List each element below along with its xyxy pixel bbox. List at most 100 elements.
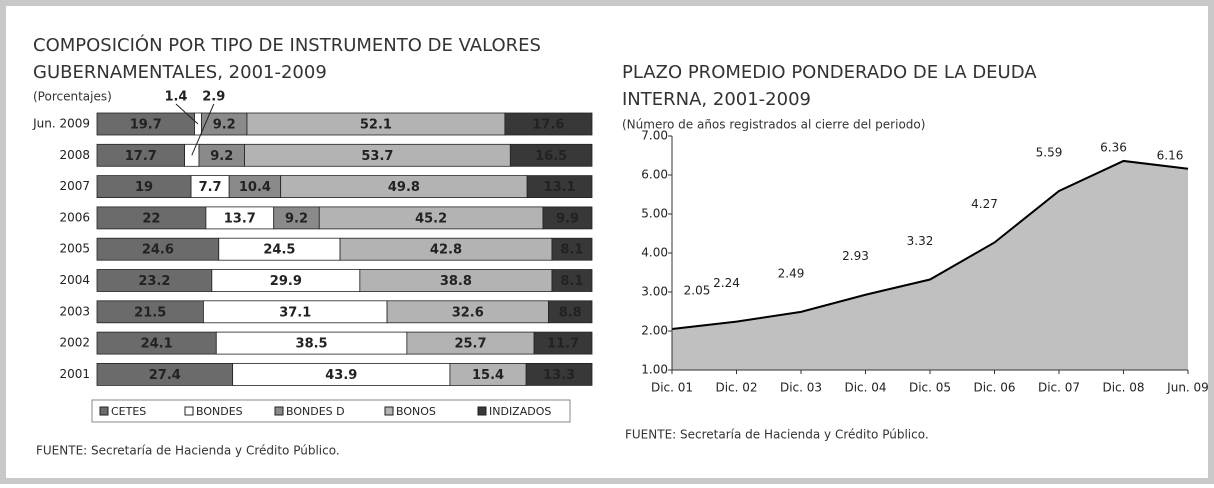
data-label: 37.1 xyxy=(279,305,311,320)
data-label: 38.8 xyxy=(440,274,472,289)
y-tick-label: 1.00 xyxy=(641,363,668,377)
bar-segment xyxy=(525,362,593,386)
data-label: 10.4 xyxy=(239,180,271,195)
legend-label: BONDES D xyxy=(286,405,345,418)
data-label: 16.5 xyxy=(535,149,567,164)
legend-swatch xyxy=(477,406,487,416)
legend-label: CETES xyxy=(111,405,146,418)
y-tick-label: 4.00 xyxy=(641,246,668,260)
data-label: 22 xyxy=(142,211,160,226)
legend-label: BONDES xyxy=(196,405,243,418)
data-label: 2.9 xyxy=(202,90,225,105)
y-tick-label: Jun. 2009 xyxy=(32,117,90,131)
data-label: 24.1 xyxy=(141,337,173,352)
bar-segment xyxy=(548,300,593,324)
data-label: 23.2 xyxy=(138,274,170,289)
legend-label: BONOS xyxy=(396,405,436,418)
data-label: 13.3 xyxy=(543,368,575,383)
data-label: 13.1 xyxy=(544,180,576,195)
y-tick-label: 2002 xyxy=(59,336,90,350)
bar-segment xyxy=(533,331,593,355)
leader-line xyxy=(175,103,199,125)
data-label: 13.7 xyxy=(224,211,256,226)
data-label: 7.7 xyxy=(199,180,222,195)
data-label: 42.8 xyxy=(430,243,462,258)
data-label: 2.49 xyxy=(778,266,805,280)
data-label: 27.4 xyxy=(149,368,181,383)
x-tick-label: Jun. 09 xyxy=(1166,381,1209,395)
data-label: 49.8 xyxy=(388,180,420,195)
x-tick-label: Dic. 06 xyxy=(973,381,1015,395)
data-label: 21.5 xyxy=(134,305,166,320)
x-tick-label: Dic. 04 xyxy=(844,381,886,395)
left-title: GUBERNAMENTALES, 2001-2009 xyxy=(33,62,327,83)
data-label: 8.1 xyxy=(560,243,583,258)
leader-line xyxy=(191,103,215,156)
bar-segment xyxy=(542,206,593,230)
y-tick-label: 2008 xyxy=(59,148,90,162)
data-label: 15.4 xyxy=(472,368,504,383)
x-tick-label: Dic. 02 xyxy=(715,381,757,395)
data-label: 19 xyxy=(135,180,153,195)
data-label: 24.6 xyxy=(142,243,174,258)
data-label: 24.5 xyxy=(263,243,295,258)
data-label: 53.7 xyxy=(361,149,393,164)
bar-segment xyxy=(551,269,593,292)
x-tick-label: Dic. 05 xyxy=(909,381,951,395)
y-tick-label: 2003 xyxy=(59,304,90,318)
area-fill xyxy=(672,160,1188,370)
line xyxy=(671,159,1189,331)
y-tick-label: 2.00 xyxy=(641,324,668,338)
data-label: 29.9 xyxy=(270,274,302,289)
data-label: 4.27 xyxy=(971,197,998,211)
x-tick-label: Dic. 03 xyxy=(780,381,822,395)
left-source: FUENTE: Secretaría de Hacienda y Crédito… xyxy=(36,444,340,458)
bar-segment xyxy=(509,143,593,167)
data-label: 38.5 xyxy=(296,337,328,352)
data-label: 6.16 xyxy=(1157,148,1184,162)
bar-segment xyxy=(551,237,593,261)
data-label: 9.9 xyxy=(556,211,579,226)
data-label: 1.4 xyxy=(164,90,187,105)
data-label: 17.7 xyxy=(125,149,157,164)
data-label: 3.32 xyxy=(907,234,934,248)
x-tick-label: Dic. 08 xyxy=(1102,381,1144,395)
bar-segment xyxy=(504,112,593,136)
right-source: FUENTE: Secretaría de Hacienda y Crédito… xyxy=(625,428,929,442)
data-label: 8.8 xyxy=(559,305,582,320)
y-tick-label: 2007 xyxy=(59,179,90,193)
data-label: 43.9 xyxy=(325,368,357,383)
data-label: 2.24 xyxy=(713,276,740,290)
x-tick-label: Dic. 01 xyxy=(651,381,693,395)
data-label: 2.93 xyxy=(842,249,869,263)
data-label: 19.7 xyxy=(130,118,162,133)
data-label: 6.36 xyxy=(1100,140,1127,154)
left-subtitle: (Porcentajes) xyxy=(33,90,112,104)
y-tick-label: 3.00 xyxy=(641,285,668,299)
legend-box xyxy=(91,399,571,423)
legend-swatch xyxy=(99,406,109,416)
y-tick-label: 2006 xyxy=(59,210,90,224)
data-label: 8.1 xyxy=(560,274,583,289)
data-label: 2.05 xyxy=(684,284,711,298)
legend-swatch xyxy=(384,406,394,416)
data-label: 52.1 xyxy=(360,118,392,133)
data-label: 5.59 xyxy=(1036,145,1063,159)
y-tick-label: 7.00 xyxy=(641,129,668,143)
y-tick-label: 6.00 xyxy=(641,168,668,182)
legend-swatch xyxy=(274,406,284,416)
legend-label: INDIZADOS xyxy=(489,405,551,418)
right-subtitle: (Número de años registrados al cierre de… xyxy=(622,118,925,132)
x-tick-label: Dic. 07 xyxy=(1038,381,1080,395)
right-title: INTERNA, 2001-2009 xyxy=(622,89,811,110)
data-label: 45.2 xyxy=(415,211,447,226)
bar-segment xyxy=(526,175,593,199)
y-tick-label: 2005 xyxy=(59,242,90,256)
data-label: 9.2 xyxy=(213,118,236,133)
y-tick-label: 2004 xyxy=(59,273,90,287)
data-label: 9.2 xyxy=(210,149,233,164)
left-title: COMPOSICIÓN POR TIPO DE INSTRUMENTO DE V… xyxy=(33,34,541,56)
data-label: 17.6 xyxy=(532,118,564,133)
data-label: 9.2 xyxy=(285,211,308,226)
